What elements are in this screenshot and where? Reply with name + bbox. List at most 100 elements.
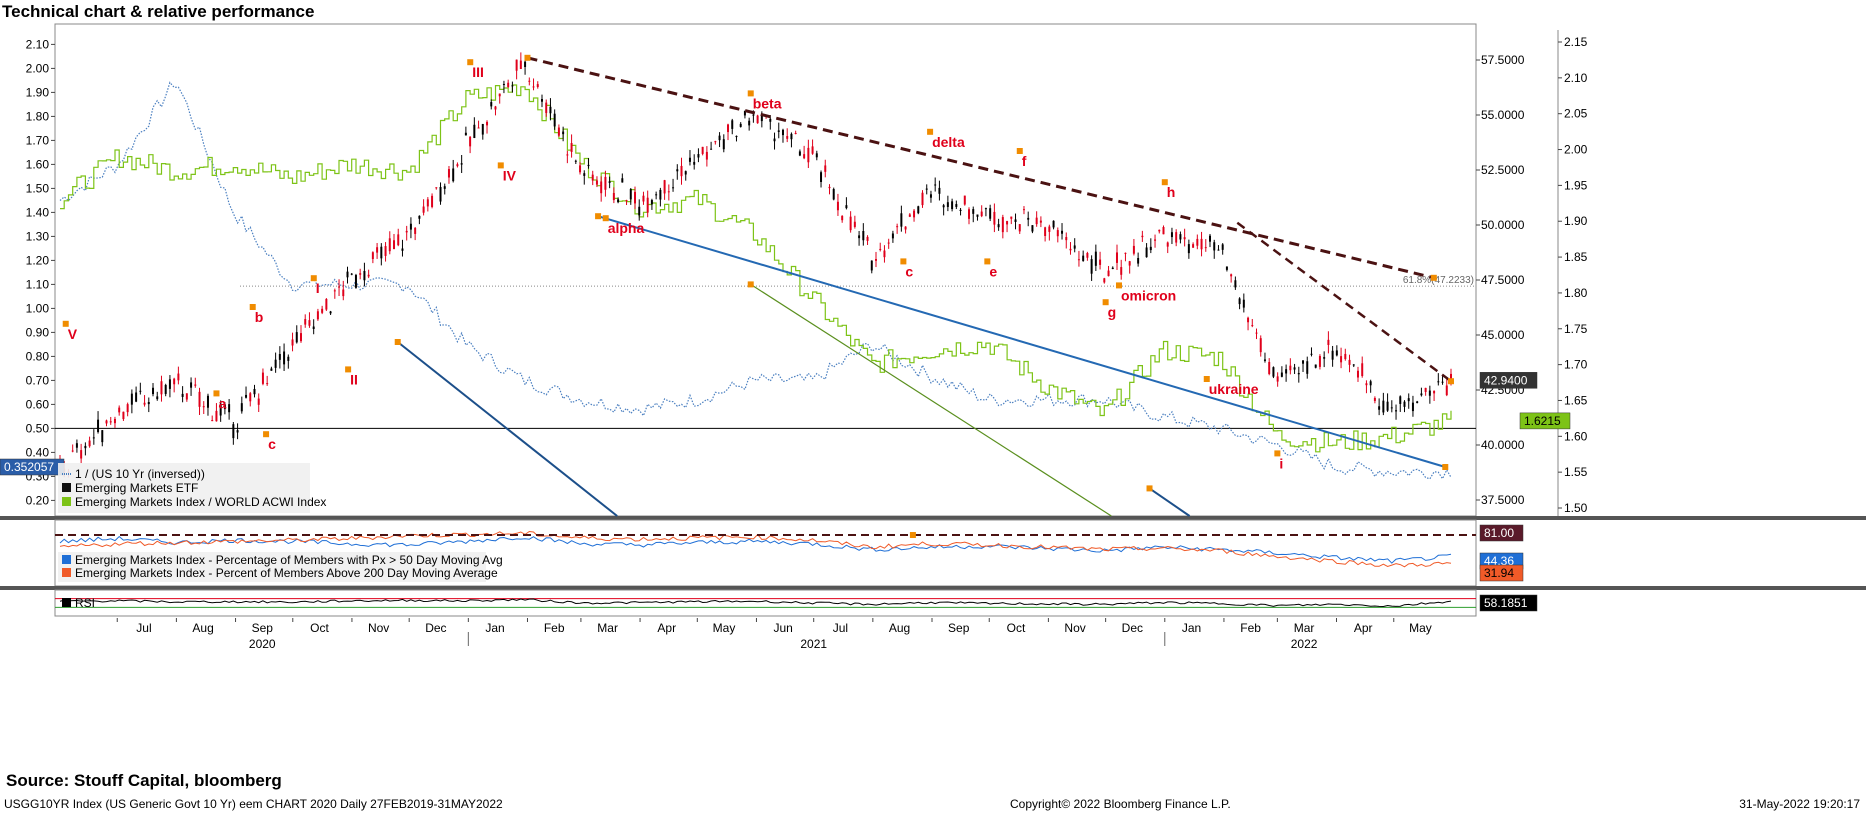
candle-body [650,200,653,205]
candle-body [1399,396,1402,404]
left-axis-tick-label: 1.50 [26,181,50,195]
left-axis-tick-label: 1.80 [26,109,50,123]
candle-body [583,173,586,176]
candle-body [612,193,615,201]
candle-body [498,93,501,97]
candle-body [545,102,548,113]
candle-body [304,319,307,325]
candle-body [735,135,738,138]
price-axis-tick-label: 45.0000 [1481,328,1525,342]
left-axis-tick-label: 1.30 [26,229,50,243]
candle-body [1107,270,1110,277]
candle-body [1361,363,1364,377]
candle-body [1251,325,1254,327]
candle-body [342,289,345,297]
etf-candles [59,52,1452,478]
source-note: Source: Stouff Capital, bloomberg [6,771,282,790]
short-resistance-trendline [1236,221,1452,383]
candle-body [291,339,294,346]
candle-body [228,404,231,413]
candle-body [249,393,252,402]
candle-body [617,199,620,203]
candle-body [257,398,260,405]
candle-body [270,368,273,371]
candle-body [1175,232,1178,243]
ratio-axis-tick-label: 1.85 [1564,250,1588,264]
left-axis-tick-label: 0.50 [26,421,50,435]
candle-body [88,440,91,447]
candle-body [946,202,949,207]
candle-body [786,136,789,139]
candle-body [1082,255,1085,261]
candle-body [439,186,442,202]
line-endpoint-marker [394,339,401,345]
wave-marker [927,128,934,135]
candle-body [1327,339,1330,345]
candle-body [1192,244,1195,248]
line-endpoint-marker [524,54,531,61]
ratio-series-line [60,84,1452,453]
candle-body [1056,230,1059,237]
x-axis-month-label: Dec [425,621,446,635]
candle-body [858,235,861,239]
candle-body [401,248,404,251]
ratio-axis-tick-label: 1.90 [1564,214,1588,228]
candle-body [1061,230,1064,234]
pct200-value-label: 31.94 [1484,566,1514,580]
x-axis-month-label: Nov [368,621,389,635]
x-axis-month-label: Nov [1064,621,1085,635]
candle-body [1247,317,1250,323]
candle-body [646,197,649,213]
ratio-axis-tick-label: 1.55 [1564,465,1588,479]
wave-label: e [989,263,997,279]
candle-body [490,102,493,107]
candle-body [109,421,112,423]
candle-body [579,165,582,173]
candle-body [354,275,357,288]
candle-body [1390,407,1393,409]
candle-body [773,138,776,142]
candle-body [397,234,400,246]
wave-label: b [255,309,264,325]
candle-body [1335,350,1338,356]
candle-body [963,195,966,205]
wave-marker [497,162,504,169]
candle-body [295,332,298,343]
x-axis-month-label: Sep [252,621,274,635]
candle-body [591,174,594,181]
x-axis-month-label: Jul [833,621,848,635]
candle-body [1437,381,1440,383]
candle-body [811,146,814,154]
candle-body [1200,238,1203,250]
candle-body [1441,381,1444,383]
candle-body [1280,372,1283,377]
left-axis-tick-label: 1.60 [26,157,50,171]
x-axis-month-label: Feb [1240,621,1261,635]
candle-body [473,124,476,139]
x-axis-month-label: May [713,621,736,635]
candle-body [223,404,226,410]
wave-label: II [350,371,358,387]
candle-body [1238,298,1241,305]
candle-body [283,351,286,365]
wave-marker [1102,299,1109,306]
candle-body [1323,357,1326,359]
candle-body [929,194,932,198]
candle-body [1183,237,1186,240]
candle-body [1103,278,1106,283]
candle-body [600,181,603,194]
candle-body [1204,247,1207,249]
candle-body [1369,381,1372,386]
candle-body [1099,259,1102,265]
candle-body [443,186,446,189]
candle-body [1420,393,1423,396]
candle-body [701,146,704,154]
wave-label: g [1108,304,1117,320]
candle-body [896,226,899,228]
candle-body [1289,365,1292,371]
candle-body [1416,401,1419,403]
candle-body [566,154,569,156]
support-trendline [597,215,1446,468]
candle-body [1373,397,1376,401]
candle-body [494,106,497,110]
